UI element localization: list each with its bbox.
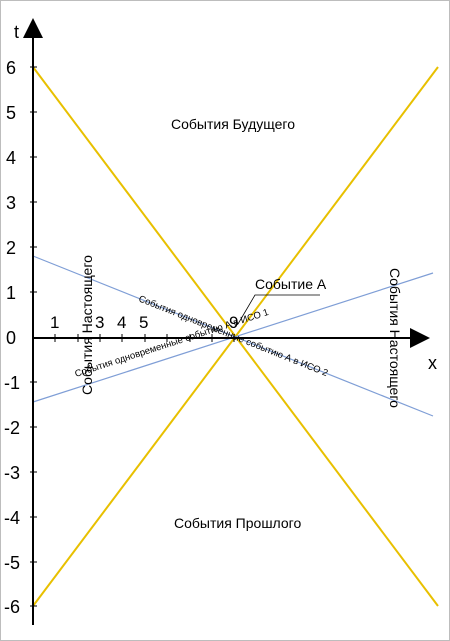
present-label-left: События Настоящего [79,255,95,395]
t-axis-label: t [14,22,19,42]
t-tick-label: -2 [4,418,20,438]
t-tick-label: 6 [6,58,16,78]
future-region-label: События Будущего [171,116,295,132]
x-tick-label: 1 [50,313,59,332]
t-tick-label: -1 [4,373,20,393]
simultaneity-line-1 [32,255,434,417]
simultaneity-label-2: События одновременные событию А в ИСО 2 [137,294,330,380]
t-tick-label: 1 [6,283,16,303]
x-axis-label: x [428,353,437,373]
x-tick-label: 5 [139,313,148,332]
x-tick-label: 4 [117,313,126,332]
t-axis-ticks [30,66,37,607]
t-tick-label: 4 [6,148,16,168]
t-tick-label: -3 [4,463,20,483]
x-tick-label: 9 [229,313,238,332]
t-tick-label: -4 [4,508,20,528]
t-tick-label: 2 [6,238,16,258]
x-tick-label: 3 [95,313,104,332]
present-label-right: События Настоящего [387,268,403,408]
t-tick-label: -6 [4,597,20,617]
event-a-leader [237,294,320,325]
past-region-label: События Прошлого [174,515,301,531]
t-tick-label: 0 [6,328,16,348]
t-tick-label: 3 [6,193,16,213]
x-axis-ticks [54,334,235,342]
t-tick-label: 5 [6,103,16,123]
t-tick-label: -5 [4,553,20,573]
event-a-label: Событие A [255,276,327,292]
